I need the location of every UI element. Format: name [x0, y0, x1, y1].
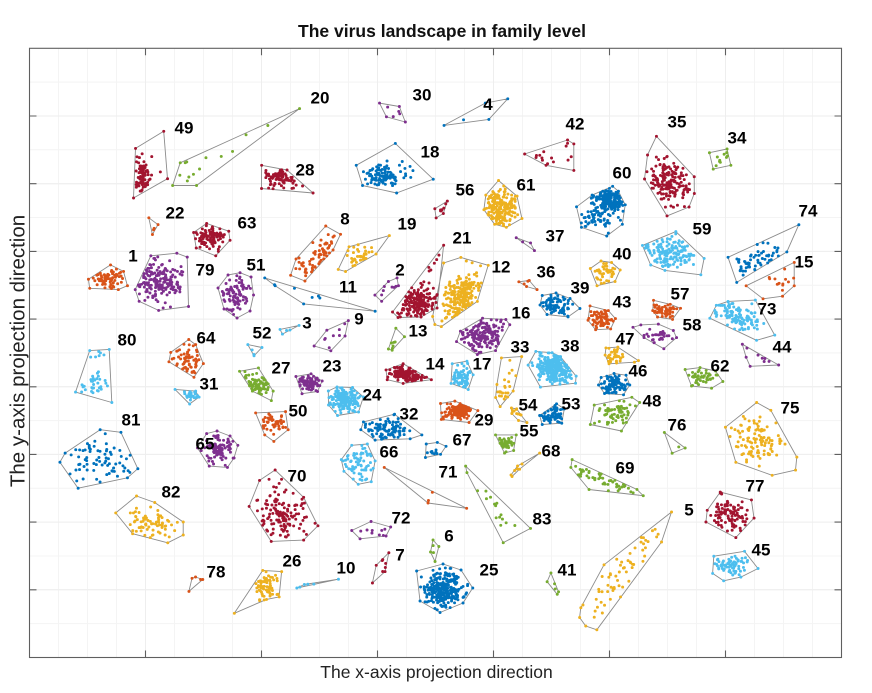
svg-text:19: 19: [398, 214, 417, 233]
svg-text:53: 53: [562, 394, 581, 413]
svg-text:37: 37: [546, 226, 565, 245]
svg-text:35: 35: [668, 112, 687, 131]
svg-text:30: 30: [413, 85, 432, 104]
svg-text:82: 82: [162, 482, 181, 501]
svg-text:15: 15: [795, 252, 814, 271]
svg-text:36: 36: [537, 262, 556, 281]
svg-text:73: 73: [758, 299, 777, 318]
svg-text:10: 10: [337, 558, 356, 577]
svg-text:39: 39: [571, 278, 590, 297]
svg-text:27: 27: [272, 358, 291, 377]
svg-text:7: 7: [395, 545, 404, 564]
svg-text:65: 65: [196, 434, 215, 453]
svg-text:29: 29: [475, 410, 494, 429]
svg-text:14: 14: [426, 354, 445, 373]
svg-text:67: 67: [453, 430, 472, 449]
svg-text:32: 32: [400, 404, 419, 423]
svg-text:49: 49: [175, 118, 194, 137]
svg-text:50: 50: [289, 401, 308, 420]
svg-text:The x-axis projection directio: The x-axis projection direction: [320, 662, 552, 682]
svg-text:3: 3: [302, 313, 311, 332]
svg-text:16: 16: [512, 303, 531, 322]
svg-text:71: 71: [439, 462, 458, 481]
svg-text:70: 70: [288, 466, 307, 485]
svg-text:69: 69: [616, 458, 635, 477]
svg-text:12: 12: [492, 257, 511, 276]
svg-text:81: 81: [122, 410, 141, 429]
svg-text:25: 25: [480, 560, 499, 579]
svg-text:76: 76: [668, 415, 687, 434]
svg-text:51: 51: [247, 255, 266, 274]
svg-text:The virus landscape in family: The virus landscape in family level: [298, 21, 586, 41]
svg-text:9: 9: [354, 309, 363, 328]
svg-text:46: 46: [629, 361, 648, 380]
svg-text:31: 31: [200, 374, 219, 393]
svg-text:55: 55: [520, 421, 539, 440]
svg-text:60: 60: [613, 163, 632, 182]
svg-text:74: 74: [799, 201, 818, 220]
svg-text:41: 41: [558, 560, 577, 579]
svg-text:22: 22: [166, 203, 185, 222]
svg-text:34: 34: [728, 128, 747, 147]
svg-text:48: 48: [643, 391, 662, 410]
svg-text:56: 56: [456, 180, 475, 199]
svg-text:11: 11: [339, 277, 357, 296]
svg-text:40: 40: [613, 244, 632, 263]
svg-text:79: 79: [196, 260, 215, 279]
svg-text:2: 2: [395, 260, 404, 279]
svg-text:77: 77: [746, 476, 765, 495]
svg-text:21: 21: [453, 228, 472, 247]
svg-text:44: 44: [773, 337, 792, 356]
svg-text:5: 5: [684, 500, 693, 519]
svg-text:23: 23: [323, 356, 342, 375]
svg-text:78: 78: [207, 562, 226, 581]
svg-text:17: 17: [473, 354, 492, 373]
svg-text:42: 42: [566, 114, 585, 133]
svg-text:13: 13: [409, 321, 428, 340]
svg-text:63: 63: [238, 213, 257, 232]
svg-text:4: 4: [483, 95, 493, 114]
svg-text:33: 33: [511, 337, 530, 356]
svg-text:52: 52: [253, 323, 272, 342]
svg-text:54: 54: [519, 395, 538, 414]
svg-text:6: 6: [444, 526, 453, 545]
svg-text:24: 24: [363, 385, 382, 404]
svg-text:66: 66: [380, 442, 399, 461]
svg-text:43: 43: [613, 292, 632, 311]
svg-text:26: 26: [283, 551, 302, 570]
svg-text:83: 83: [533, 509, 552, 528]
svg-text:1: 1: [128, 246, 137, 265]
svg-text:62: 62: [711, 356, 730, 375]
svg-text:57: 57: [671, 284, 690, 303]
svg-text:59: 59: [693, 219, 712, 238]
svg-text:8: 8: [340, 209, 349, 228]
svg-text:58: 58: [683, 315, 702, 334]
svg-text:45: 45: [752, 540, 771, 559]
svg-text:64: 64: [197, 328, 216, 347]
svg-text:The y-axis projection directio: The y-axis projection direction: [7, 215, 30, 487]
svg-text:72: 72: [392, 508, 411, 527]
svg-text:38: 38: [561, 336, 580, 355]
svg-text:75: 75: [781, 398, 800, 417]
svg-text:47: 47: [616, 329, 635, 348]
svg-text:68: 68: [542, 441, 561, 460]
svg-text:18: 18: [421, 142, 440, 161]
svg-text:28: 28: [296, 160, 315, 179]
svg-text:61: 61: [517, 175, 536, 194]
svg-text:20: 20: [311, 88, 330, 107]
svg-text:80: 80: [118, 330, 137, 349]
